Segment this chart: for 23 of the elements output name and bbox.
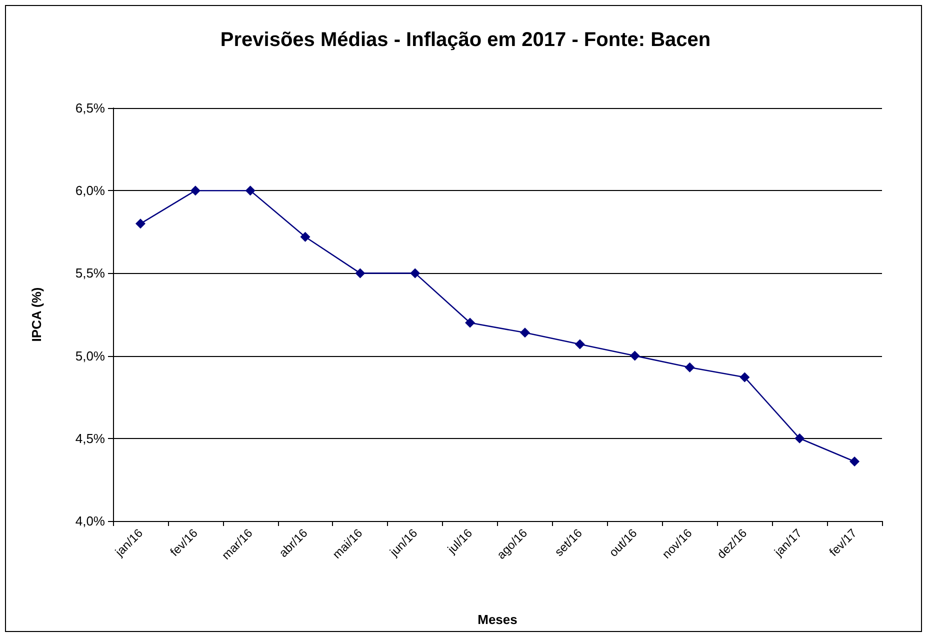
x-axis-title: Meses — [478, 612, 518, 627]
point — [684, 362, 695, 372]
point — [300, 232, 310, 242]
point — [410, 268, 420, 278]
y-tick-label: 4,0% — [75, 514, 106, 528]
point — [520, 328, 530, 338]
y-tick-label: 4,5% — [75, 430, 106, 446]
point — [355, 268, 366, 278]
y-axis-title: IPCA (%) — [29, 287, 44, 342]
point — [850, 456, 860, 467]
point — [740, 372, 750, 382]
point — [135, 218, 146, 229]
point — [245, 186, 256, 196]
y-tick-label: 5,5% — [75, 266, 106, 281]
point — [574, 339, 585, 350]
chart-title: Previsões Médias - Inflação em 2017 - Fonte: Bacen — [220, 29, 711, 51]
y-tick-label: 6,0% — [75, 183, 106, 198]
y-tick-label: 6,5% — [75, 100, 106, 116]
point — [794, 433, 805, 444]
point — [465, 318, 476, 328]
y-tick-label: 5,0% — [75, 348, 106, 364]
point — [190, 186, 200, 196]
point — [630, 350, 640, 361]
